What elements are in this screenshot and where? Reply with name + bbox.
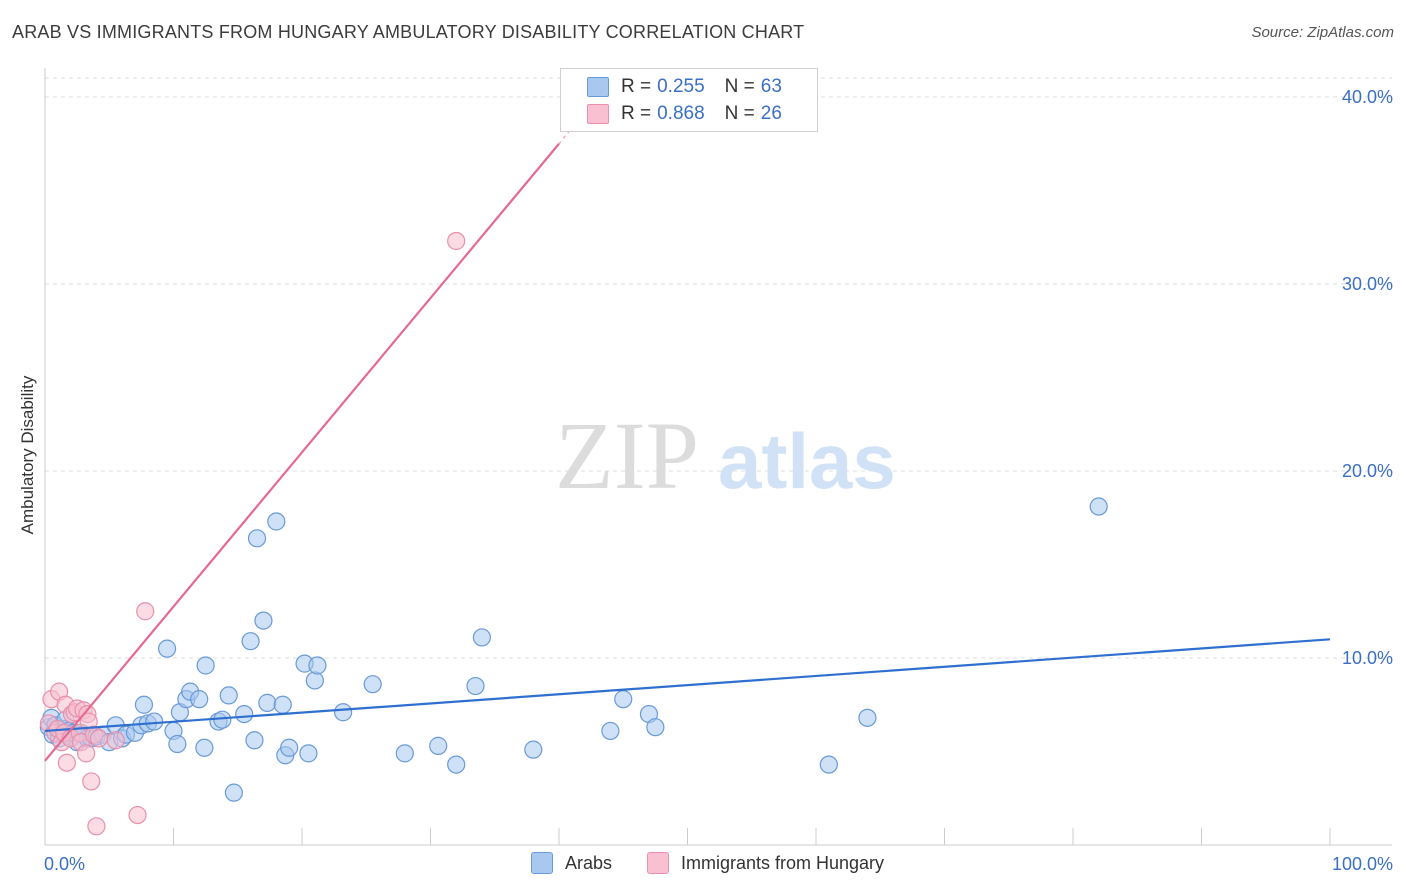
legend-swatch-arabs: [531, 852, 553, 874]
arab-point: [646, 718, 665, 737]
arab-point: [196, 656, 215, 675]
arab-point: [168, 734, 187, 754]
arab-point: [524, 740, 543, 759]
legend-n-label: N =: [724, 103, 755, 124]
gridlines: [45, 77, 1392, 659]
legend-row-arabs: R = 0.255 N = 63: [587, 75, 782, 99]
arab-point: [858, 708, 877, 727]
y-tick-label: 20.0%: [1342, 461, 1393, 481]
chart-title: ARAB VS IMMIGRANTS FROM HUNGARY AMBULATO…: [12, 22, 805, 42]
watermark: ZIP atlas: [555, 402, 896, 509]
arab-point: [614, 690, 633, 709]
hungary-point: [87, 817, 106, 836]
tick-labels: 10.0% 20.0% 30.0% 40.0% 0.0% 100.0%: [44, 87, 1393, 874]
legend-r-label: R =: [621, 103, 652, 124]
arab-point: [273, 695, 292, 714]
arab-point: [429, 736, 448, 755]
legend-swatch-hungary: [647, 852, 669, 874]
arab-point: [308, 656, 327, 675]
stats-legend: R = 0.255 N = 63 R = 0.868 N = 26: [560, 68, 818, 132]
legend-swatch-hungary: [587, 104, 609, 124]
legend-r-value: 0.868: [657, 103, 705, 124]
arab-point: [219, 686, 238, 705]
hungary-point: [447, 231, 466, 251]
legend-item-hungary[interactable]: Immigrants from Hungary: [647, 852, 884, 874]
legend-label-arabs: Arabs: [565, 852, 613, 873]
legend-n-value: 63: [760, 76, 782, 97]
hungary-point: [136, 602, 155, 621]
arab-point: [819, 755, 838, 774]
arab-point: [195, 738, 214, 757]
legend-r-value: 0.255: [657, 76, 705, 97]
source-label: Source: ZipAtlas.com: [1251, 24, 1394, 41]
legend-label-hungary: Immigrants from Hungary: [681, 852, 885, 873]
arab-point: [1089, 497, 1108, 516]
legend-swatch-arabs: [587, 77, 609, 97]
arab-point: [363, 675, 382, 694]
arab-point: [190, 690, 209, 709]
arab-point: [334, 703, 353, 722]
hungary-point: [89, 729, 109, 748]
series-legend: Arabs Immigrants from Hungary: [0, 852, 1406, 878]
hungary-point: [106, 731, 125, 750]
hungary-point: [128, 805, 147, 825]
arab-point: [145, 712, 164, 731]
arab-point: [305, 671, 324, 690]
arab-point: [447, 755, 466, 774]
x-tick-label: 100.0%: [1332, 854, 1393, 874]
legend-n-value: 26: [760, 103, 782, 124]
arab-point: [157, 639, 177, 658]
y-tick-label: 10.0%: [1342, 648, 1393, 668]
legend-item-arabs[interactable]: Arabs: [531, 852, 612, 874]
arab-point: [241, 632, 260, 651]
arab-point: [134, 695, 154, 714]
arab-point: [280, 738, 299, 757]
arab-point: [267, 512, 286, 531]
arab-point: [601, 721, 620, 741]
legend-n-label: N =: [724, 76, 755, 97]
arab-point: [254, 611, 273, 630]
y-axis-label: Ambulatory Disability: [18, 375, 37, 535]
hungary-point: [82, 772, 101, 791]
y-tick-label: 40.0%: [1342, 87, 1393, 107]
trend-lines: [44, 111, 1331, 762]
hungary-trend-line: [44, 143, 560, 762]
x-tick-label: 0.0%: [44, 854, 85, 874]
watermark-zip: ZIP: [555, 402, 699, 509]
arab-trend-line: [44, 638, 1331, 733]
hungary-point: [77, 744, 96, 763]
arab-point: [466, 676, 485, 696]
arab-point: [235, 704, 254, 724]
legend-r-label: R =: [621, 76, 652, 97]
legend-row-hungary: R = 0.868 N = 26: [587, 102, 782, 126]
arab-point: [258, 693, 277, 712]
data-points: [39, 231, 1108, 836]
arab-point: [224, 783, 243, 802]
arab-point: [472, 628, 491, 647]
arab-point: [299, 744, 318, 763]
hungary-point: [57, 753, 76, 772]
watermark-atlas: atlas: [718, 417, 896, 505]
arab-point: [247, 529, 267, 548]
arab-point: [395, 744, 414, 763]
y-tick-label: 30.0%: [1342, 274, 1393, 294]
arab-point: [245, 731, 264, 750]
